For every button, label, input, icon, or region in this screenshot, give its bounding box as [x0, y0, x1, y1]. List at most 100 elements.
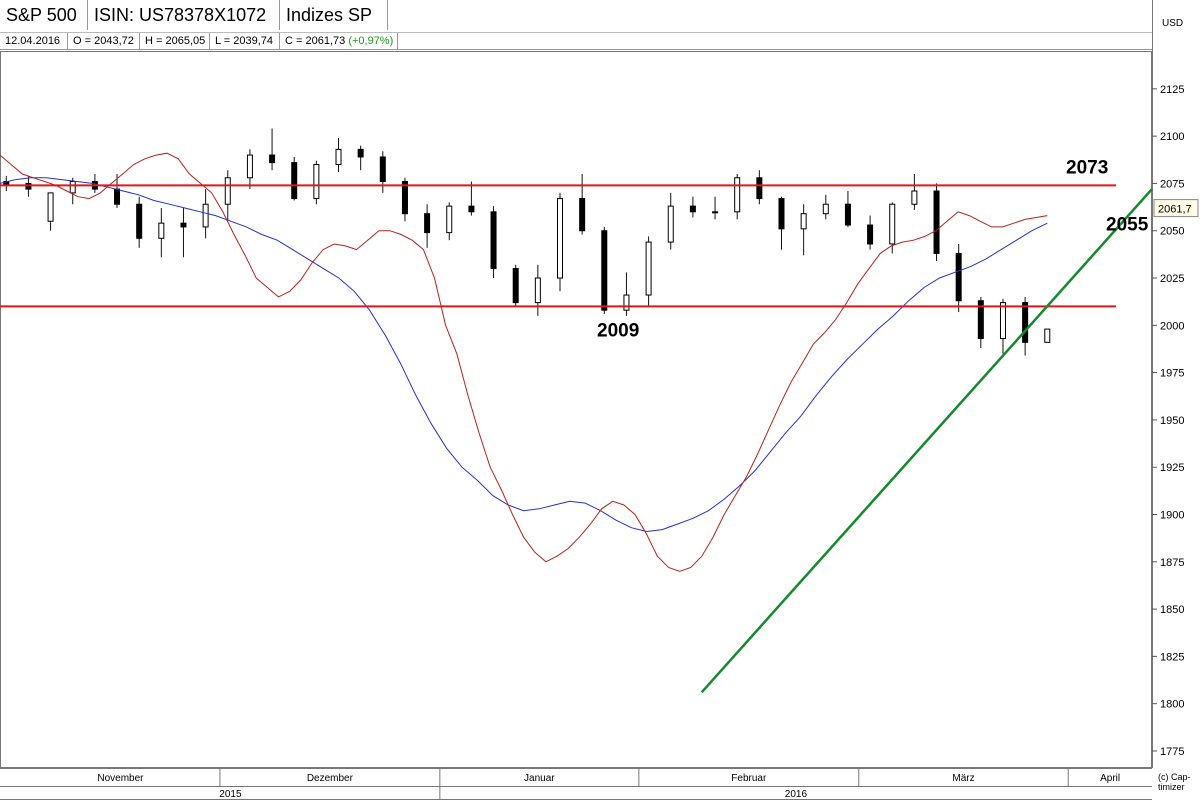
candle-body-down: [778, 198, 785, 230]
candle-body-down: [114, 188, 121, 205]
candle: [844, 190, 851, 227]
credit-label: (c) Cap-timizer: [1158, 772, 1198, 792]
month-label: Februar: [731, 773, 767, 784]
title-bar: S&P 500 ISIN: US78378X1072 Indizes SP: [0, 0, 1152, 32]
candle: [401, 177, 408, 222]
candle: [335, 138, 342, 173]
candle-body-up: [202, 203, 209, 228]
instrument-name: S&P 500: [0, 0, 88, 30]
ohlc-date: 12.04.2016: [0, 33, 68, 49]
candle-body-up: [446, 205, 453, 234]
candle-body-up: [623, 294, 630, 311]
candle-body-down: [867, 224, 874, 245]
candle-body-up: [911, 190, 918, 205]
candle: [800, 204, 807, 256]
credit-line: timizer: [1158, 782, 1185, 792]
candle: [136, 196, 143, 248]
ohlc-low: L = 2039,74: [210, 33, 280, 49]
y-tick-label: 1850: [1160, 604, 1184, 616]
y-tick-label: 2100: [1160, 131, 1184, 143]
candle-body-up: [557, 198, 564, 279]
candle-body-down: [977, 300, 984, 340]
candle-body-down: [490, 211, 497, 270]
y-tick-label: 2050: [1160, 226, 1184, 238]
candle-body-down: [756, 177, 763, 200]
y-tick-label: 2075: [1160, 178, 1184, 190]
candle-body-down: [401, 181, 408, 215]
candle: [534, 264, 541, 316]
candle: [158, 208, 165, 258]
y-tick-label: 1925: [1160, 462, 1184, 474]
ohlc-change: (+0,97%): [348, 35, 394, 47]
y-tick-label: 1800: [1160, 699, 1184, 711]
resistance-label: 2073: [1066, 157, 1108, 178]
candle-body-down: [269, 154, 276, 164]
candle-body-up: [645, 241, 652, 296]
candle: [778, 196, 785, 250]
candle: [977, 296, 984, 349]
ohlc-close: C = 2061,73 (+0,97%): [280, 33, 398, 49]
candle: [933, 183, 940, 261]
ohlc-bar: 12.04.2016 O = 2043,72 H = 2065,05 L = 2…: [0, 32, 1152, 50]
candle: [490, 206, 497, 279]
y-tick-label: 1825: [1160, 651, 1184, 663]
candle-body-down: [379, 156, 386, 183]
candle-body-down: [291, 162, 298, 200]
candle: [224, 170, 231, 222]
candle-body-up: [667, 205, 674, 243]
candle-body-up: [734, 177, 741, 213]
candle-body-down: [933, 190, 940, 254]
ohlc-high: H = 2065,05: [140, 33, 210, 49]
y-tick-label: 1875: [1160, 557, 1184, 569]
candle-body-up: [534, 277, 541, 304]
year-label: 2015: [219, 789, 242, 800]
candle: [269, 128, 276, 171]
candle: [246, 149, 253, 190]
trendline-label: 2055: [1106, 215, 1149, 236]
candle-body-up: [822, 203, 829, 215]
candle-body-up: [69, 181, 76, 194]
candle-body-down: [180, 222, 187, 228]
candle-body-down: [579, 198, 586, 232]
candle-body-up: [889, 203, 896, 245]
candle-body-down: [512, 268, 519, 304]
isin-label: ISIN: US78378X1072: [88, 0, 280, 30]
month-label: November: [97, 773, 144, 784]
candle: [645, 236, 652, 307]
month-label: April: [1100, 773, 1120, 784]
candle-body-up: [246, 154, 253, 179]
candle: [468, 181, 475, 216]
candle: [689, 196, 696, 218]
candle: [1044, 328, 1051, 343]
candle: [47, 192, 54, 231]
candle-body-down: [955, 252, 962, 302]
y-tick-label: 1900: [1160, 509, 1184, 521]
month-label: Dezember: [307, 773, 354, 784]
candle: [180, 208, 187, 258]
candle: [756, 170, 763, 205]
year-label: 2016: [785, 789, 808, 800]
currency-label: USD: [1162, 18, 1184, 29]
resistance-label: 2009: [597, 320, 639, 341]
candle: [446, 202, 453, 241]
candle: [822, 194, 829, 220]
y-tick-label: 1775: [1160, 746, 1184, 758]
y-tick-label: 2125: [1160, 84, 1184, 96]
candle: [911, 173, 918, 210]
ohlc-close-value: C = 2061,73: [285, 35, 346, 47]
candle: [601, 226, 608, 314]
candle: [955, 243, 962, 313]
candle: [999, 298, 1006, 354]
candle-body-up: [47, 192, 54, 222]
candle: [202, 189, 209, 239]
moving-average-slow: [0, 177, 1048, 533]
candle: [313, 160, 320, 205]
candle-body-up: [224, 177, 231, 205]
candle-body-down: [357, 148, 364, 158]
last-price-tag: [1153, 199, 1199, 218]
credit-line: (c) Cap-: [1158, 772, 1191, 782]
candle-body-up: [335, 148, 342, 166]
candle: [667, 192, 674, 250]
y-tick-label: 1950: [1160, 415, 1184, 427]
candle: [3, 175, 10, 191]
